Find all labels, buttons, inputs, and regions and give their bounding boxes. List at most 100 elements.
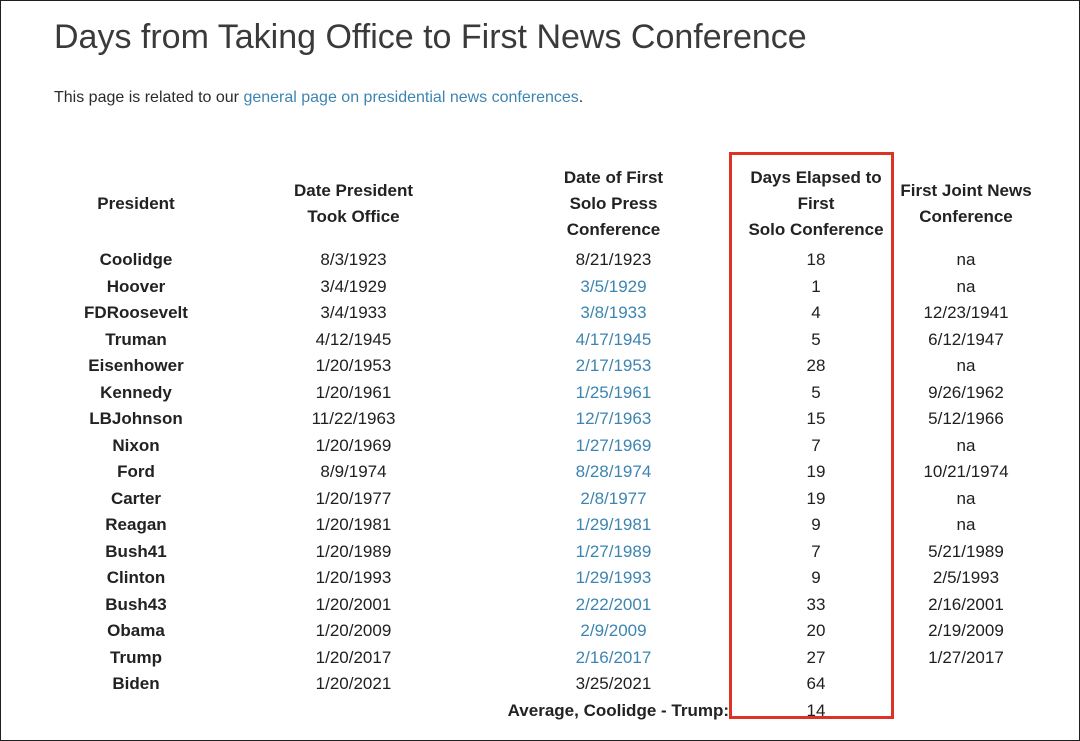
table-row: Obama 1/20/2009 2/9/2009 20 2/19/2009 (51, 618, 1041, 645)
table-row: Nixon 1/20/1969 1/27/1969 7 na (51, 433, 1041, 460)
solo-date-cell: 3/5/1929 (486, 274, 741, 301)
table-row: Truman 4/12/1945 4/17/1945 5 6/12/1947 (51, 327, 1041, 354)
general-page-link[interactable]: general page on presidential news confer… (243, 89, 579, 106)
solo-date-link[interactable]: 1/29/1993 (575, 568, 652, 587)
conference-table: President Date President Took Office Date o… (51, 161, 1041, 724)
solo-date-cell: 2/16/2017 (486, 645, 741, 672)
days-elapsed-cell: 20 (806, 621, 826, 640)
table-row: LBJohnson 11/22/1963 12/7/1963 15 5/12/1966 (51, 406, 1041, 433)
solo-date-link[interactable]: 1/27/1989 (575, 541, 652, 561)
solo-date-link[interactable]: 8/28/1974 (575, 462, 652, 481)
took-office-cell: 3/4/1933 (320, 303, 387, 322)
days-elapsed-cell: 33 (806, 594, 826, 614)
joint-date-cell: 2/19/2009 (928, 621, 1004, 640)
solo-date-link[interactable]: 1/25/1961 (575, 382, 652, 402)
conference-table-el: President Date President Took Office Date o… (51, 161, 1041, 724)
joint-date-cell (891, 671, 1041, 698)
took-office-cell: 8/9/1974 (320, 462, 387, 481)
solo-date-cell: 1/29/1981 (486, 512, 741, 539)
joint-date-cell: na (956, 435, 976, 455)
president-cell: Kennedy (100, 382, 172, 402)
joint-date-cell: 5/12/1966 (928, 409, 1004, 428)
table-row: Kennedy 1/20/1961 1/25/1961 5 9/26/1962 (51, 380, 1041, 407)
solo-date-link[interactable]: 3/8/1933 (580, 303, 647, 322)
solo-date-link[interactable]: 4/17/1945 (575, 329, 652, 349)
solo-date-cell: 2/17/1953 (486, 353, 741, 380)
president-cell: LBJohnson (89, 409, 183, 428)
took-office-cell: 1/20/1977 (315, 488, 392, 508)
joint-date-cell: na (956, 250, 976, 269)
took-office-cell: 4/12/1945 (315, 329, 392, 349)
took-office-cell: 1/20/2021 (315, 674, 392, 693)
president-cell: Trump (110, 647, 162, 667)
joint-date-cell: 10/21/1974 (923, 462, 1009, 481)
solo-date-link[interactable]: 3/5/1929 (580, 276, 647, 296)
days-elapsed-cell: 9 (811, 515, 821, 534)
average-label-cell: Average, Coolidge - Trump: (507, 700, 729, 720)
table-row: Carter 1/20/1977 2/8/1977 19 na (51, 486, 1041, 513)
president-cell: Truman (105, 329, 167, 349)
days-elapsed-cell: 5 (811, 382, 821, 402)
president-cell: Hoover (106, 276, 166, 296)
joint-date-cell: na (956, 356, 976, 375)
table-row: Reagan 1/20/1981 1/29/1981 9 na (51, 512, 1041, 539)
solo-date-cell: 3/8/1933 (486, 300, 741, 327)
president-cell: FDRoosevelt (84, 303, 188, 322)
days-elapsed-cell: 7 (811, 435, 821, 455)
president-cell: Bush41 (105, 541, 167, 561)
solo-date-link[interactable]: 12/7/1963 (575, 409, 652, 428)
empty-cell (51, 698, 221, 725)
took-office-cell: 1/20/1961 (315, 382, 392, 402)
table-row: FDRoosevelt 3/4/1933 3/8/1933 4 12/23/1941 (51, 300, 1041, 327)
solo-date-link[interactable]: 2/16/2017 (575, 647, 652, 667)
president-cell: Nixon (112, 435, 160, 455)
took-office-cell: 1/20/2017 (315, 647, 392, 667)
took-office-cell: 1/20/1989 (315, 541, 392, 561)
table-row: Trump 1/20/2017 2/16/2017 27 1/27/2017 (51, 645, 1041, 672)
page-title: Days from Taking Office to First News Co… (54, 18, 807, 56)
table-row: Coolidge 8/3/1923 8/21/1923 18 na (51, 247, 1041, 274)
table-row: Bush41 1/20/1989 1/27/1989 7 5/21/1989 (51, 539, 1041, 566)
empty-cell (891, 698, 1041, 725)
took-office-cell: 3/4/1929 (320, 276, 387, 296)
joint-date-cell: 12/23/1941 (923, 303, 1009, 322)
president-cell: Ford (117, 462, 155, 481)
took-office-cell: 1/20/1981 (315, 515, 392, 534)
days-elapsed-cell: 1 (811, 276, 821, 296)
days-elapsed-cell: 64 (806, 674, 826, 693)
took-office-cell: 1/20/2001 (315, 594, 392, 614)
solo-date-link[interactable]: 2/22/2001 (575, 594, 652, 614)
solo-date-cell: 8/28/1974 (486, 459, 741, 486)
president-cell: Clinton (106, 568, 166, 587)
solo-date-link[interactable]: 2/17/1953 (575, 356, 652, 375)
solo-date-link[interactable]: 1/27/1969 (575, 435, 652, 455)
column-header-1: President (97, 194, 175, 213)
column-header-4: Days Elapsed to First Solo Conference (748, 168, 884, 239)
solo-date-link[interactable]: 2/9/2009 (580, 621, 647, 640)
took-office-cell: 1/20/1953 (315, 356, 392, 375)
solo-date-cell: 2/8/1977 (486, 486, 741, 513)
intro-suffix: . (578, 89, 584, 106)
joint-date-cell: 2/5/1993 (932, 568, 1000, 587)
intro-text: This page is related to our general page… (54, 87, 583, 109)
days-elapsed-cell: 15 (806, 409, 826, 428)
solo-date-cell: 1/27/1989 (486, 539, 741, 566)
took-office-cell: 11/22/1963 (311, 409, 396, 428)
table-row: Hoover 3/4/1929 3/5/1929 1 na (51, 274, 1041, 301)
joint-date-cell: 5/21/1989 (928, 541, 1004, 561)
days-elapsed-cell: 19 (806, 488, 826, 508)
column-header-2: Date President Took Office (293, 181, 414, 226)
days-elapsed-cell: 4 (811, 303, 821, 322)
solo-date-link[interactable]: 1/29/1981 (575, 515, 652, 534)
joint-date-cell: 6/12/1947 (928, 329, 1004, 349)
solo-date-link[interactable]: 2/8/1977 (580, 488, 647, 508)
took-office-cell: 1/20/2009 (315, 621, 392, 640)
average-value-cell: 14 (806, 700, 826, 720)
average-row: Average, Coolidge - Trump: 14 (51, 698, 1041, 725)
solo-date-cell: 2/22/2001 (486, 592, 741, 619)
joint-date-cell: na (956, 515, 976, 534)
table-row: Clinton 1/20/1993 1/29/1993 9 2/5/1993 (51, 565, 1041, 592)
joint-date-cell: 9/26/1962 (928, 382, 1004, 402)
took-office-cell: 8/3/1923 (320, 250, 387, 269)
empty-cell (221, 698, 486, 725)
